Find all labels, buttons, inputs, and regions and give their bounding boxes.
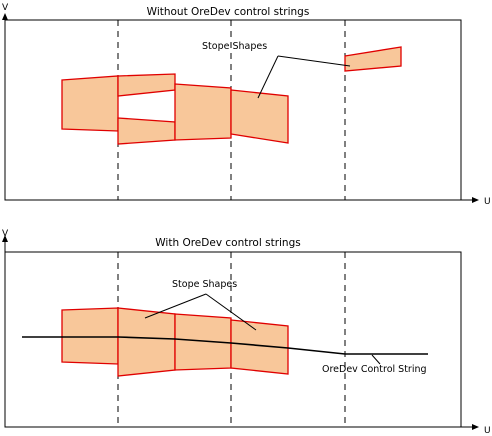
bottom-x-axis-label: U [484, 426, 491, 436]
bottom-stope-1 [61, 307, 119, 365]
bottom-leader-1 [144, 293, 207, 319]
top-stope-2a [117, 73, 176, 97]
control-string [22, 336, 428, 355]
top-annotation-label: Stope Shapes [202, 41, 267, 52]
top-leader-2 [277, 55, 351, 67]
top-stope-3 [174, 83, 232, 141]
top-stope-2b [117, 117, 176, 145]
top-frame [4, 19, 462, 201]
top-y-axis-label: V [2, 3, 9, 13]
top-panel: V U Without OreDev control strings Stope… [1, 3, 491, 207]
bottom-stope-4 [230, 319, 289, 375]
bottom-leader-2 [205, 293, 257, 331]
bottom-stope-2 [117, 307, 176, 377]
top-title: Without OreDev control strings [147, 6, 310, 18]
bottom-leader-3 [371, 354, 381, 365]
bottom-annotation-stopes: Stope Shapes [172, 279, 237, 290]
top-stope-1 [61, 75, 119, 132]
bottom-panel: V U With OreDev control strings Stope Sh… [1, 229, 491, 436]
top-leader-1 [257, 55, 279, 99]
top-stope-4 [230, 89, 289, 144]
top-x-axis-label: U [484, 197, 491, 207]
bottom-title: With OreDev control strings [155, 237, 300, 249]
bottom-frame [4, 251, 462, 428]
bottom-annotation-string: OreDev Control String [322, 364, 427, 375]
bottom-y-axis-label: V [2, 229, 9, 239]
top-stope-5 [344, 46, 402, 72]
